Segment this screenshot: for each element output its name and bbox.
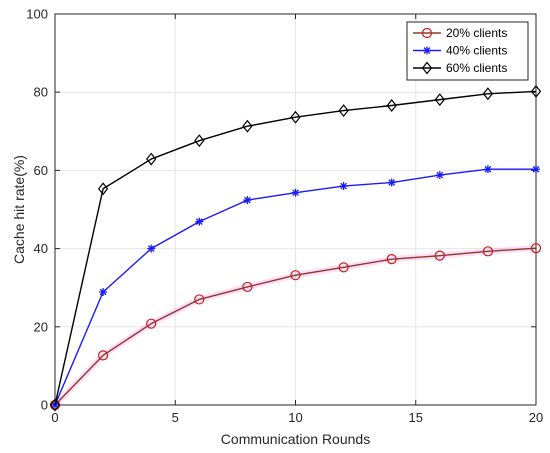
legend-item-1: 20% clients bbox=[413, 26, 507, 40]
series-1-line bbox=[54, 247, 537, 406]
axis-ticks: 0 5 10 15 20 0 20 40 60 80 100 bbox=[26, 7, 543, 426]
series-2-marker bbox=[435, 171, 444, 180]
series-lines bbox=[49, 84, 542, 412]
series-3-marker bbox=[194, 134, 205, 148]
series-1-marker bbox=[482, 246, 493, 257]
legend-label: 20% clients bbox=[446, 26, 507, 40]
series-1-marker bbox=[338, 262, 349, 273]
series-2-marker bbox=[532, 165, 540, 174]
legend-marker bbox=[421, 61, 433, 75]
series-2-marker bbox=[339, 182, 348, 191]
series-3-marker bbox=[338, 104, 349, 118]
x-tick-label: 20 bbox=[529, 410, 543, 425]
series-2-marker bbox=[483, 165, 492, 174]
y-tick-label: 40 bbox=[34, 241, 48, 256]
series-2-marker bbox=[291, 188, 300, 197]
series-3-marker bbox=[386, 99, 397, 112]
series-2-marker bbox=[195, 217, 204, 226]
legend-label: 40% clients bbox=[446, 44, 507, 58]
series-3-line bbox=[54, 90, 537, 406]
series-3-marker bbox=[242, 119, 253, 133]
y-tick-label: 60 bbox=[34, 163, 48, 178]
x-axis-title: Communication Rounds bbox=[221, 431, 370, 447]
legend-marker bbox=[423, 46, 431, 55]
series-3-marker bbox=[49, 398, 61, 412]
y-tick-label: 0 bbox=[41, 398, 48, 413]
series-3-marker bbox=[290, 110, 301, 124]
legend-marker bbox=[421, 27, 433, 39]
series-1-marker bbox=[97, 350, 109, 361]
series-2-marker bbox=[387, 178, 396, 187]
y-tick-label: 20 bbox=[34, 319, 48, 334]
legend-item-2: 40% clients bbox=[413, 44, 507, 58]
series-1-marker bbox=[194, 294, 205, 305]
series-1 bbox=[49, 243, 542, 411]
series-2-marker bbox=[243, 196, 252, 205]
series-3-marker bbox=[146, 152, 157, 166]
y-tick-label: 100 bbox=[26, 7, 48, 22]
series-1-marker bbox=[530, 243, 542, 254]
legend: 20% clients 40% clients 60% clients bbox=[406, 21, 529, 81]
series-2-marker bbox=[147, 244, 156, 253]
series-3 bbox=[49, 84, 542, 412]
series-3-marker bbox=[434, 93, 445, 107]
y-tick-label: 80 bbox=[34, 85, 48, 100]
series-2-marker bbox=[99, 288, 108, 297]
legend-item-3: 60% clients bbox=[413, 61, 507, 75]
x-tick-label: 0 bbox=[51, 410, 58, 425]
series-1-marker bbox=[242, 281, 253, 293]
x-tick-label: 15 bbox=[409, 410, 423, 425]
series-3-marker bbox=[530, 84, 542, 98]
y-axis-title: Cache hit rate(%) bbox=[11, 155, 27, 264]
series-3-marker bbox=[482, 87, 494, 101]
series-3-marker bbox=[97, 182, 109, 196]
series-2 bbox=[51, 165, 540, 409]
series-1-marker bbox=[386, 254, 397, 265]
series-1-marker bbox=[434, 250, 445, 261]
series-1-marker bbox=[290, 270, 301, 281]
series-1-marker bbox=[146, 318, 157, 329]
x-tick-label: 10 bbox=[288, 410, 302, 425]
x-tick-label: 5 bbox=[172, 410, 179, 425]
legend-label: 60% clients bbox=[446, 61, 507, 75]
